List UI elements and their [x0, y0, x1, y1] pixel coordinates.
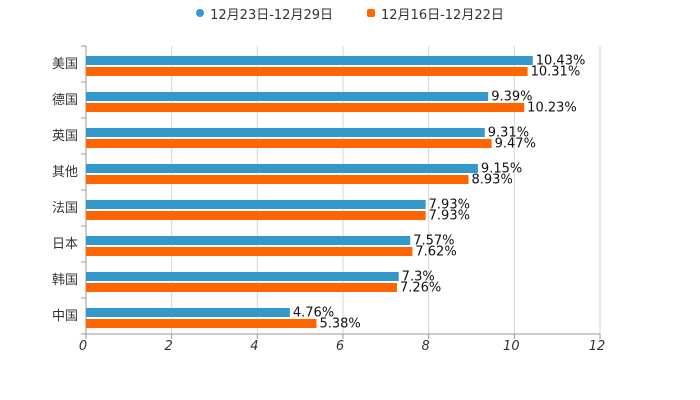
bar-series-1 — [86, 128, 485, 137]
bar-series-1 — [86, 272, 399, 281]
x-tick-label: 10 — [503, 339, 520, 354]
x-tick-label: 6 — [336, 339, 344, 354]
legend: 12月23日-12月29日 12月16日-12月22日 — [0, 4, 700, 23]
y-category-label: 日本 — [52, 237, 78, 252]
legend-square-icon — [367, 9, 375, 17]
bar-series-2 — [86, 319, 317, 328]
data-label: 9.47% — [495, 137, 536, 152]
data-label: 7.93% — [429, 209, 470, 224]
data-label: 7.62% — [415, 245, 456, 260]
y-category-label: 中国 — [52, 309, 78, 324]
x-tick-label: 12 — [589, 339, 606, 354]
bar-series-1 — [86, 56, 533, 65]
legend-label-series-2: 12月16日-12月22日 — [381, 7, 504, 23]
x-tick-label: 0 — [79, 339, 87, 354]
legend-circle-icon — [196, 9, 205, 17]
data-label: 9.39% — [491, 90, 532, 105]
x-tick-label: 8 — [422, 339, 430, 354]
data-label: 9.15% — [481, 162, 522, 177]
bar-series-2 — [86, 211, 426, 220]
x-tick-label: 2 — [165, 339, 173, 354]
data-label: 10.31% — [531, 65, 581, 80]
bar-series-2 — [86, 175, 469, 184]
y-category-label: 英国 — [52, 129, 78, 144]
legend-label-series-1: 12月23日-12月29日 — [210, 7, 333, 23]
legend-item-series-2[interactable]: 12月16日-12月22日 — [367, 4, 504, 23]
data-label: 9.31% — [488, 126, 529, 141]
bar-series-1 — [86, 200, 426, 209]
bar-series-2 — [86, 103, 525, 112]
data-label: 7.26% — [400, 281, 441, 296]
y-category-label: 其他 — [52, 165, 78, 180]
y-category-label: 韩国 — [52, 273, 78, 288]
data-label: 7.3% — [402, 270, 435, 285]
data-label: 7.57% — [413, 234, 454, 249]
data-label: 5.38% — [319, 317, 360, 332]
bar-series-1 — [86, 164, 478, 173]
legend-item-series-1[interactable]: 12月23日-12月29日 — [196, 4, 333, 23]
bar-series-1 — [86, 92, 489, 101]
bar-series-1 — [86, 308, 290, 317]
data-label: 8.93% — [472, 173, 513, 188]
bar-series-2 — [86, 247, 413, 256]
bar-series-2 — [86, 67, 528, 76]
y-category-label: 德国 — [52, 93, 78, 108]
bar-series-1 — [86, 236, 411, 245]
bar-series-2 — [86, 283, 397, 292]
y-category-label: 美国 — [52, 57, 78, 72]
bar-series-2 — [86, 139, 492, 148]
y-category-label: 法国 — [52, 201, 78, 216]
data-label: 7.93% — [429, 198, 470, 213]
x-tick-label: 4 — [250, 339, 258, 354]
data-label: 10.43% — [536, 54, 586, 69]
data-label: 4.76% — [293, 306, 334, 321]
data-label: 10.23% — [527, 101, 577, 116]
